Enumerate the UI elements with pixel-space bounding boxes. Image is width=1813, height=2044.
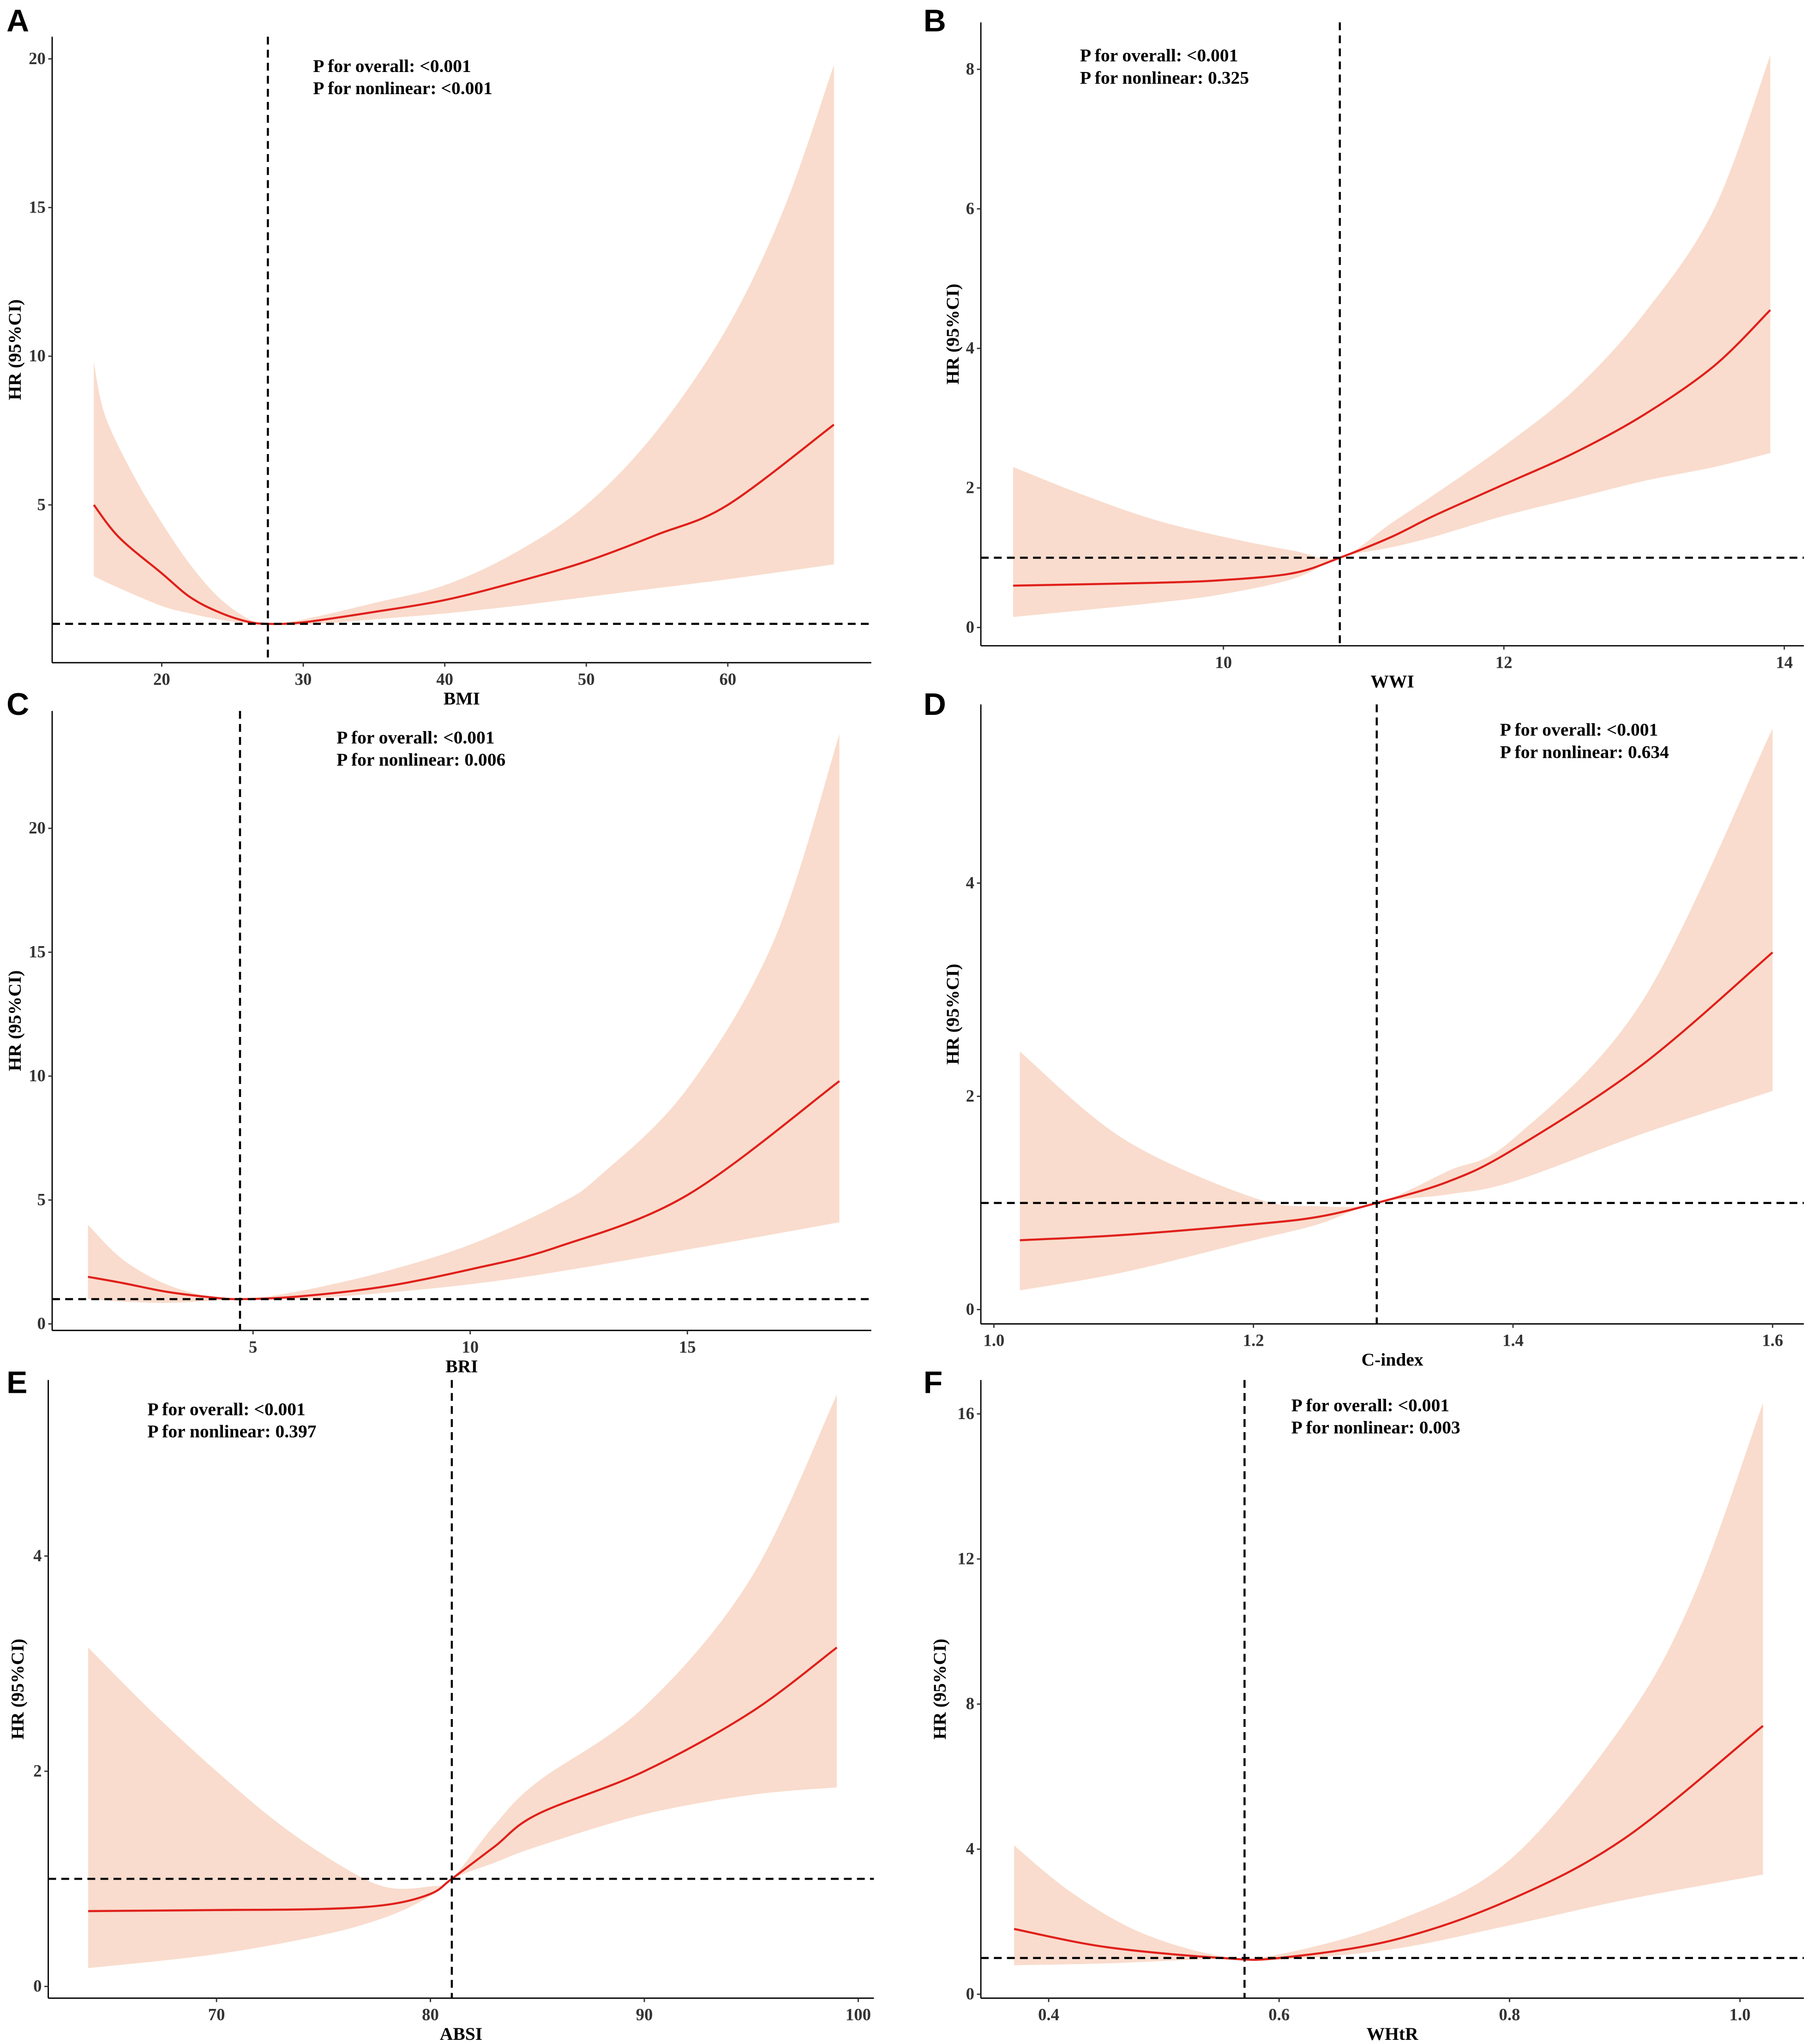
hr-line-E — [88, 1647, 838, 1912]
y-axis-label: HR (95%CI) — [5, 299, 25, 400]
ci-band-F — [1014, 1403, 1763, 1966]
x-tick-label: 1.0 — [1729, 2005, 1751, 2024]
p-nonlinear-annotation: P for nonlinear: 0.397 — [147, 1421, 316, 1442]
p-overall-annotation: P for overall: <0.001 — [1291, 1395, 1450, 1415]
y-tick-label: 8 — [966, 59, 974, 78]
y-tick-label: 15 — [29, 942, 46, 961]
y-tick-label: 10 — [29, 346, 46, 365]
y-tick-label: 0 — [966, 1300, 974, 1319]
x-tick-label: 0.8 — [1499, 2005, 1520, 2024]
ci-band-B — [1013, 55, 1771, 617]
y-tick-label: 0 — [37, 1314, 46, 1333]
y-axis-label: HR (95%CI) — [930, 1639, 950, 1740]
x-tick-label: 1.4 — [1502, 1331, 1524, 1350]
y-tick-label: 20 — [29, 818, 46, 837]
panel-E: 70 80 90 100 0 2 4 ABSI HR (95%CI) P for overall:… — [6, 1365, 874, 2044]
y-tick-label: 16 — [957, 1404, 974, 1423]
y-tick-label: 2 — [966, 478, 974, 497]
ci-band-A — [94, 65, 834, 625]
hr-line-F — [1014, 1725, 1764, 1961]
x-tick-label: 20 — [153, 670, 170, 689]
p-overall-annotation: P for overall: <0.001 — [313, 56, 471, 76]
x-axis-label: ABSI — [440, 2024, 482, 2044]
x-axis-label: WHtR — [1367, 2024, 1418, 2044]
x-tick-label: 80 — [422, 2005, 439, 2024]
x-tick-label: 5 — [249, 1337, 257, 1356]
p-nonlinear-annotation: P for nonlinear: <0.001 — [313, 78, 492, 98]
y-tick-label: 4 — [966, 1839, 974, 1858]
y-tick-label: 20 — [29, 49, 46, 68]
x-tick-label: 10 — [462, 1337, 479, 1356]
hr-line-B — [1013, 309, 1771, 587]
y-tick-label: 10 — [29, 1066, 46, 1085]
x-tick-label: 1.2 — [1243, 1331, 1264, 1350]
y-tick-label: 6 — [966, 199, 974, 218]
ci-band-D — [1020, 728, 1773, 1291]
panel-C: 5 10 15 0 5 10 15 20 BRI HR (95%CI) P for overall:… — [5, 687, 871, 1376]
ci-band-E — [88, 1395, 837, 1968]
p-overall-annotation: P for overall: <0.001 — [1080, 45, 1238, 66]
y-axis-label: HR (95%CI) — [7, 1639, 28, 1740]
panel-letter: B — [924, 4, 946, 38]
x-tick-label: 30 — [295, 670, 312, 689]
y-tick-label: 0 — [966, 617, 974, 636]
p-nonlinear-annotation: P for nonlinear: 0.634 — [1500, 742, 1669, 762]
hr-line-A — [93, 424, 835, 625]
x-tick-label: 12 — [1495, 653, 1513, 671]
hr-line-D — [1020, 951, 1773, 1241]
x-axis-label: BMI — [444, 688, 480, 708]
x-tick-label: 70 — [208, 2005, 225, 2024]
p-nonlinear-annotation: P for nonlinear: 0.003 — [1291, 1417, 1460, 1438]
ci-band-C — [88, 734, 840, 1303]
panel-F: 0.4 0.6 0.8 1.0 0 4 8 12 16 WHtR HR (95%CI) P for o… — [924, 1365, 1804, 2044]
x-tick-label: 0.4 — [1038, 2005, 1059, 2024]
x-tick-label: 90 — [636, 2005, 653, 2024]
p-nonlinear-annotation: P for nonlinear: 0.006 — [336, 749, 505, 770]
x-tick-label: 100 — [846, 2005, 871, 2024]
p-overall-annotation: P for overall: <0.001 — [147, 1399, 306, 1420]
panel-letter: F — [924, 1365, 943, 1400]
y-tick-label: 2 — [33, 1761, 42, 1780]
x-axis-label: C-index — [1362, 1349, 1423, 1370]
panel-letter: D — [924, 687, 946, 722]
panel-B: 10 12 14 0 2 4 6 8 WWI HR (95%CI) P for overall: <… — [924, 4, 1804, 692]
panel-A: 20 30 40 50 60 5 10 15 20 BMI HR (95%CI) P for over… — [5, 4, 871, 708]
panel-letter: C — [6, 687, 29, 722]
y-tick-label: 0 — [966, 1984, 974, 2003]
y-axis-label: HR (95%CI) — [943, 964, 963, 1065]
panel-D: 1.0 1.2 1.4 1.6 0 2 4 C-index HR (95%CI) P for ov… — [924, 687, 1804, 1370]
hr-line-C — [88, 1080, 840, 1301]
x-tick-label: 1.0 — [983, 1331, 1004, 1350]
x-tick-label: 14 — [1776, 653, 1793, 671]
y-tick-label: 8 — [966, 1694, 974, 1713]
panel-letter: E — [6, 1365, 27, 1400]
y-tick-label: 0 — [33, 1977, 42, 1996]
x-tick-label: 0.6 — [1268, 2005, 1290, 2024]
y-tick-label: 4 — [33, 1546, 42, 1565]
y-axis-label: HR (95%CI) — [943, 284, 963, 385]
y-axis-label: HR (95%CI) — [5, 970, 25, 1071]
y-tick-label: 5 — [37, 495, 46, 514]
x-tick-label: 50 — [578, 670, 595, 689]
panel-letter: A — [6, 4, 29, 38]
x-axis-label: BRI — [445, 1356, 478, 1376]
y-tick-label: 5 — [37, 1190, 46, 1209]
x-tick-label: 60 — [719, 670, 736, 689]
p-overall-annotation: P for overall: <0.001 — [1500, 719, 1658, 740]
y-tick-label: 12 — [957, 1549, 974, 1568]
y-tick-label: 15 — [29, 198, 46, 216]
x-axis-label: WWI — [1370, 671, 1414, 692]
x-tick-label: 1.6 — [1762, 1331, 1783, 1350]
x-tick-label: 10 — [1215, 653, 1232, 671]
p-nonlinear-annotation: P for nonlinear: 0.325 — [1080, 67, 1249, 88]
y-tick-label: 4 — [966, 873, 974, 892]
y-tick-label: 2 — [966, 1086, 974, 1105]
x-tick-label: 40 — [436, 670, 453, 689]
x-tick-label: 15 — [679, 1337, 696, 1356]
p-overall-annotation: P for overall: <0.001 — [336, 727, 495, 748]
y-tick-label: 4 — [966, 338, 974, 357]
